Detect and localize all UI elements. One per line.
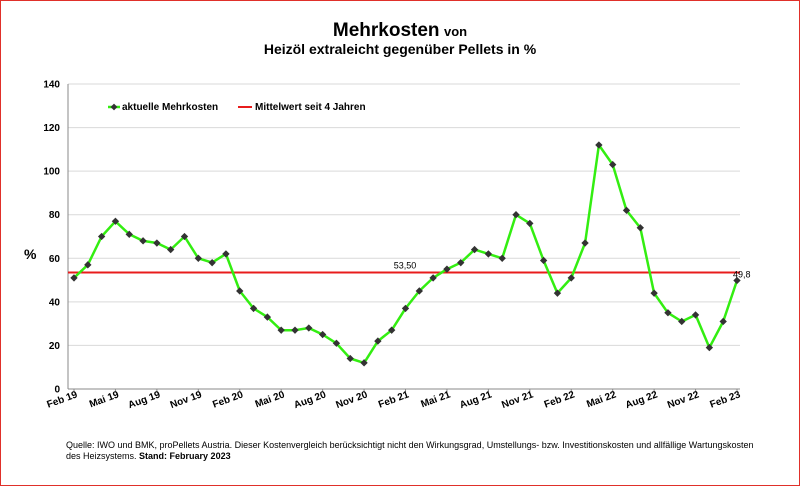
y-tick-label: 60 [49, 254, 61, 265]
annotations: 49,8 [733, 270, 751, 280]
series-line [73, 143, 739, 365]
data-point [705, 343, 714, 352]
y-tick-label: 120 [43, 123, 60, 134]
data-point [374, 337, 382, 345]
data-point [498, 254, 506, 262]
data-point [650, 289, 658, 297]
series-group [70, 141, 741, 367]
y-tick-label: 100 [43, 167, 60, 178]
grid-lines [67, 83, 740, 390]
data-point [733, 276, 741, 285]
data-point [249, 304, 258, 313]
data-point [429, 274, 437, 282]
y-tick-label: 40 [49, 297, 61, 308]
title-suffix: von [443, 24, 468, 39]
data-point [305, 324, 313, 332]
data-point [539, 256, 548, 265]
y-tick-label: 80 [49, 210, 61, 221]
legend-label-series: aktuelle Mehrkosten [122, 102, 218, 113]
data-point [70, 274, 78, 282]
x-tick-labels: Feb 19 Mai 19 Aug 19 Nov 19 Feb 20 Mai 20 Aug … [45, 389, 742, 411]
data-point [719, 317, 727, 326]
legend: aktuelle Mehrkosten Mittelwert seit 4 Jah… [108, 102, 366, 113]
data-point [678, 317, 686, 326]
data-point [360, 359, 368, 367]
data-point [84, 261, 92, 269]
data-point [595, 141, 603, 149]
data-point [457, 258, 465, 267]
x-tick-label: Feb 21 [377, 389, 411, 410]
source-text: Quelle: IWO und BMK, proPellets Austria.… [66, 440, 754, 461]
data-point [415, 287, 423, 295]
data-point [622, 206, 631, 215]
source-note: Quelle: IWO und BMK, proPellets Austria.… [66, 440, 766, 462]
data-point [153, 239, 161, 247]
y-tick-labels: 0 20 40 60 80 100 120 140 [43, 80, 60, 396]
data-point [443, 265, 451, 273]
data-point [526, 219, 534, 228]
data-point [691, 311, 700, 319]
data-point [291, 326, 299, 334]
data-point [581, 239, 589, 247]
legend-label-mean: Mittelwert seit 4 Jahren [255, 102, 366, 113]
x-tick-label: Aug 22 [624, 389, 660, 411]
data-point [263, 313, 272, 321]
title-main: Mehrkosten [332, 20, 440, 41]
data-point [567, 274, 575, 282]
x-tick-label: Nov 22 [666, 389, 701, 411]
x-tick-label: Feb 20 [211, 389, 245, 410]
x-tick-label: Mai 21 [419, 389, 452, 410]
data-point [180, 232, 189, 241]
data-point [664, 309, 672, 317]
y-axis-label: % [24, 246, 37, 262]
y-tick-label: 140 [43, 80, 60, 91]
x-tick-label: Aug 20 [293, 389, 329, 411]
data-point [388, 326, 396, 334]
data-point [111, 217, 120, 225]
data-point [139, 237, 147, 245]
data-point [125, 230, 133, 238]
y-tick-label: 20 [49, 341, 61, 352]
chart-subtitle: Heizöl extraleicht gegenüber Pellets in … [263, 41, 537, 57]
x-tick-label: Feb 23 [708, 389, 742, 410]
x-tick-label: Feb 22 [543, 389, 577, 410]
x-tick-label: Mai 22 [585, 389, 618, 410]
mean-line-label: 53,50 [394, 260, 417, 270]
data-point [277, 326, 285, 334]
mean-line-group: 53,50 [68, 260, 740, 274]
data-point [484, 250, 493, 258]
data-point [609, 160, 617, 169]
x-tick-label: Feb 19 [45, 389, 79, 410]
data-point [194, 254, 202, 262]
data-point [553, 289, 562, 297]
x-tick-label: Mai 20 [254, 389, 287, 410]
data-point [332, 339, 341, 347]
legend-marker [110, 103, 118, 111]
x-tick-label: Nov 19 [169, 389, 204, 411]
data-point [636, 224, 644, 232]
data-point [346, 354, 354, 363]
last-value-label: 49,8 [733, 270, 751, 280]
x-tick-label: Nov 20 [335, 389, 370, 411]
data-point [222, 250, 230, 258]
chart-title: Mehrkosten von [0, 20, 800, 42]
x-tick-label: Aug 19 [127, 389, 163, 411]
x-tick-label: Mai 19 [88, 389, 121, 410]
data-point [208, 258, 216, 267]
data-point [236, 287, 244, 295]
data-point [318, 330, 327, 339]
x-tick-label: Aug 21 [458, 389, 494, 411]
data-point [97, 232, 106, 241]
y-tick-label: 0 [54, 385, 60, 396]
data-point [401, 304, 410, 313]
stand-text: Stand: February 2023 [139, 451, 231, 461]
x-tick-label: Nov 21 [500, 389, 535, 411]
